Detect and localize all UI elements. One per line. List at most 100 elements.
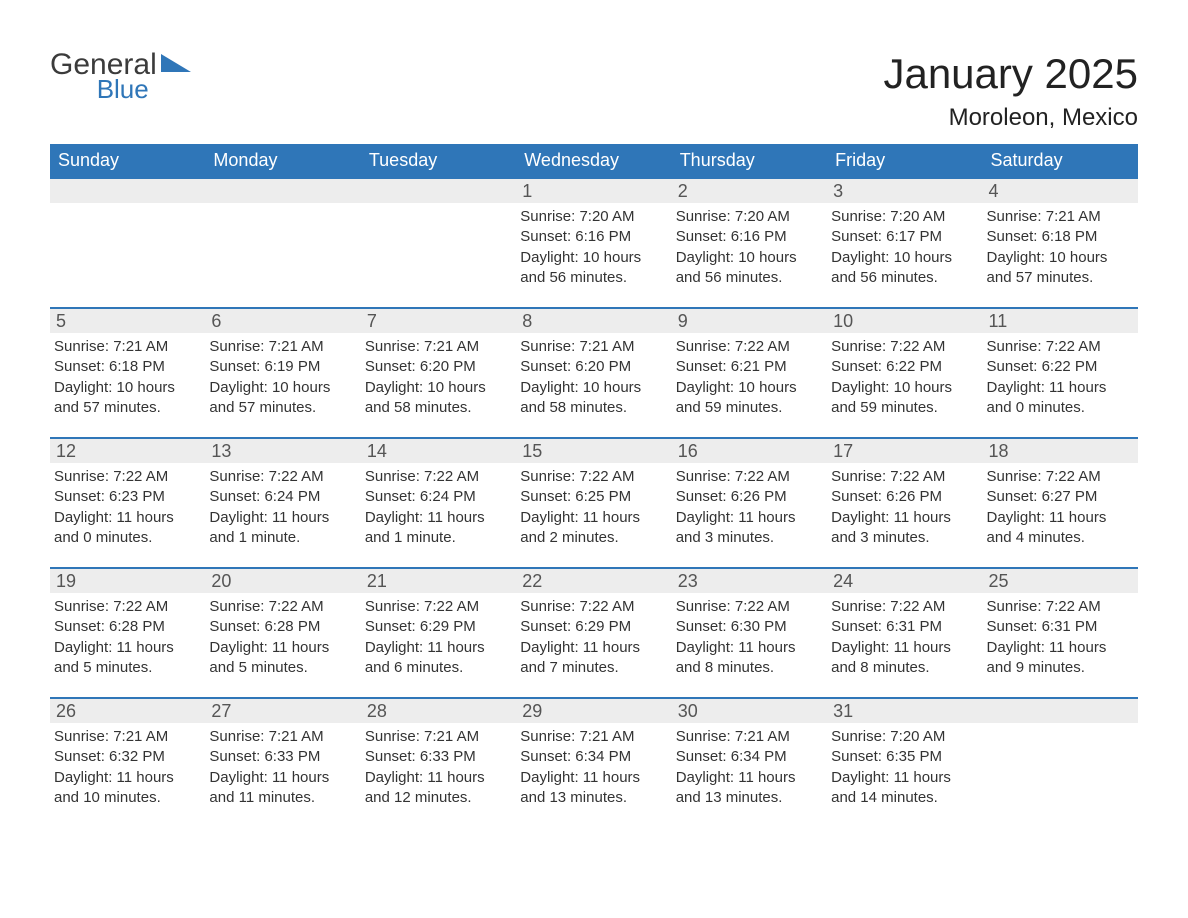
- dow-saturday: Saturday: [983, 144, 1138, 177]
- sunrise-text: Sunrise: 7:22 AM: [831, 597, 978, 617]
- sunrise-text: Sunrise: 7:20 AM: [831, 207, 978, 227]
- sunset-text: Sunset: 6:34 PM: [520, 747, 667, 767]
- day-number: [50, 179, 205, 203]
- daylight-text: Daylight: 10 hours and 58 minutes.: [520, 378, 667, 419]
- sunset-text: Sunset: 6:21 PM: [676, 357, 823, 377]
- day-body: Sunrise: 7:21 AMSunset: 6:33 PMDaylight:…: [205, 723, 360, 816]
- day-number: 16: [672, 439, 827, 463]
- day-cell: 27Sunrise: 7:21 AMSunset: 6:33 PMDayligh…: [205, 699, 360, 827]
- day-cell: 18Sunrise: 7:22 AMSunset: 6:27 PMDayligh…: [983, 439, 1138, 567]
- day-number: 15: [516, 439, 671, 463]
- week-row: 26Sunrise: 7:21 AMSunset: 6:32 PMDayligh…: [50, 697, 1138, 827]
- sunrise-text: Sunrise: 7:22 AM: [987, 467, 1134, 487]
- day-body: Sunrise: 7:21 AMSunset: 6:19 PMDaylight:…: [205, 333, 360, 426]
- day-body: [983, 723, 1138, 735]
- sunrise-text: Sunrise: 7:21 AM: [54, 337, 201, 357]
- day-number: 23: [672, 569, 827, 593]
- daylight-text: Daylight: 11 hours and 10 minutes.: [54, 768, 201, 809]
- day-body: Sunrise: 7:20 AMSunset: 6:35 PMDaylight:…: [827, 723, 982, 816]
- sunset-text: Sunset: 6:30 PM: [676, 617, 823, 637]
- sunrise-text: Sunrise: 7:21 AM: [520, 727, 667, 747]
- daylight-text: Daylight: 10 hours and 59 minutes.: [831, 378, 978, 419]
- day-cell: 28Sunrise: 7:21 AMSunset: 6:33 PMDayligh…: [361, 699, 516, 827]
- sunrise-text: Sunrise: 7:21 AM: [209, 337, 356, 357]
- day-body: Sunrise: 7:22 AMSunset: 6:27 PMDaylight:…: [983, 463, 1138, 556]
- day-cell: 10Sunrise: 7:22 AMSunset: 6:22 PMDayligh…: [827, 309, 982, 437]
- day-body: Sunrise: 7:21 AMSunset: 6:34 PMDaylight:…: [672, 723, 827, 816]
- day-number: 31: [827, 699, 982, 723]
- week-row: 5Sunrise: 7:21 AMSunset: 6:18 PMDaylight…: [50, 307, 1138, 437]
- day-cell: 7Sunrise: 7:21 AMSunset: 6:20 PMDaylight…: [361, 309, 516, 437]
- day-cell: 4Sunrise: 7:21 AMSunset: 6:18 PMDaylight…: [983, 179, 1138, 307]
- sunrise-text: Sunrise: 7:22 AM: [365, 597, 512, 617]
- sunset-text: Sunset: 6:18 PM: [54, 357, 201, 377]
- day-body: Sunrise: 7:20 AMSunset: 6:16 PMDaylight:…: [516, 203, 671, 296]
- daylight-text: Daylight: 11 hours and 13 minutes.: [520, 768, 667, 809]
- day-cell: 24Sunrise: 7:22 AMSunset: 6:31 PMDayligh…: [827, 569, 982, 697]
- day-number: 29: [516, 699, 671, 723]
- day-number: 13: [205, 439, 360, 463]
- day-number: 6: [205, 309, 360, 333]
- day-body: [50, 203, 205, 215]
- sunset-text: Sunset: 6:26 PM: [831, 487, 978, 507]
- day-number: 3: [827, 179, 982, 203]
- day-body: Sunrise: 7:22 AMSunset: 6:29 PMDaylight:…: [516, 593, 671, 686]
- daylight-text: Daylight: 11 hours and 5 minutes.: [54, 638, 201, 679]
- dow-wednesday: Wednesday: [516, 144, 671, 177]
- sunset-text: Sunset: 6:23 PM: [54, 487, 201, 507]
- sunrise-text: Sunrise: 7:22 AM: [209, 597, 356, 617]
- sunset-text: Sunset: 6:31 PM: [987, 617, 1134, 637]
- day-body: [205, 203, 360, 215]
- sunrise-text: Sunrise: 7:20 AM: [676, 207, 823, 227]
- daylight-text: Daylight: 11 hours and 11 minutes.: [209, 768, 356, 809]
- sunset-text: Sunset: 6:31 PM: [831, 617, 978, 637]
- sunrise-text: Sunrise: 7:22 AM: [209, 467, 356, 487]
- sunrise-text: Sunrise: 7:22 AM: [987, 337, 1134, 357]
- sunset-text: Sunset: 6:28 PM: [54, 617, 201, 637]
- day-number: 28: [361, 699, 516, 723]
- daylight-text: Daylight: 10 hours and 56 minutes.: [676, 248, 823, 289]
- sunset-text: Sunset: 6:29 PM: [520, 617, 667, 637]
- sunset-text: Sunset: 6:34 PM: [676, 747, 823, 767]
- daylight-text: Daylight: 11 hours and 7 minutes.: [520, 638, 667, 679]
- day-cell: 6Sunrise: 7:21 AMSunset: 6:19 PMDaylight…: [205, 309, 360, 437]
- day-number: 2: [672, 179, 827, 203]
- daylight-text: Daylight: 11 hours and 6 minutes.: [365, 638, 512, 679]
- sunset-text: Sunset: 6:18 PM: [987, 227, 1134, 247]
- sunrise-text: Sunrise: 7:22 AM: [676, 467, 823, 487]
- month-title: January 2025: [883, 50, 1138, 98]
- sunrise-text: Sunrise: 7:21 AM: [676, 727, 823, 747]
- header: General Blue January 2025 Moroleon, Mexi…: [50, 50, 1138, 132]
- day-number: [205, 179, 360, 203]
- daylight-text: Daylight: 11 hours and 3 minutes.: [676, 508, 823, 549]
- sunset-text: Sunset: 6:20 PM: [365, 357, 512, 377]
- sunset-text: Sunset: 6:33 PM: [209, 747, 356, 767]
- day-body: Sunrise: 7:22 AMSunset: 6:22 PMDaylight:…: [827, 333, 982, 426]
- day-cell: 25Sunrise: 7:22 AMSunset: 6:31 PMDayligh…: [983, 569, 1138, 697]
- dow-friday: Friday: [827, 144, 982, 177]
- day-body: Sunrise: 7:22 AMSunset: 6:31 PMDaylight:…: [827, 593, 982, 686]
- daylight-text: Daylight: 10 hours and 59 minutes.: [676, 378, 823, 419]
- day-number: 12: [50, 439, 205, 463]
- logo-flag-icon: [161, 54, 191, 72]
- daylight-text: Daylight: 11 hours and 9 minutes.: [987, 638, 1134, 679]
- sunrise-text: Sunrise: 7:22 AM: [987, 597, 1134, 617]
- sunrise-text: Sunrise: 7:21 AM: [520, 337, 667, 357]
- day-body: Sunrise: 7:22 AMSunset: 6:22 PMDaylight:…: [983, 333, 1138, 426]
- day-cell: 5Sunrise: 7:21 AMSunset: 6:18 PMDaylight…: [50, 309, 205, 437]
- sunset-text: Sunset: 6:27 PM: [987, 487, 1134, 507]
- day-body: Sunrise: 7:21 AMSunset: 6:18 PMDaylight:…: [983, 203, 1138, 296]
- dow-monday: Monday: [205, 144, 360, 177]
- day-body: Sunrise: 7:21 AMSunset: 6:32 PMDaylight:…: [50, 723, 205, 816]
- sunrise-text: Sunrise: 7:22 AM: [676, 597, 823, 617]
- day-number: 1: [516, 179, 671, 203]
- daylight-text: Daylight: 11 hours and 5 minutes.: [209, 638, 356, 679]
- daylight-text: Daylight: 11 hours and 12 minutes.: [365, 768, 512, 809]
- day-body: Sunrise: 7:21 AMSunset: 6:33 PMDaylight:…: [361, 723, 516, 816]
- day-body: Sunrise: 7:22 AMSunset: 6:24 PMDaylight:…: [205, 463, 360, 556]
- sunset-text: Sunset: 6:29 PM: [365, 617, 512, 637]
- weeks-container: 1Sunrise: 7:20 AMSunset: 6:16 PMDaylight…: [50, 177, 1138, 827]
- day-cell: 2Sunrise: 7:20 AMSunset: 6:16 PMDaylight…: [672, 179, 827, 307]
- daylight-text: Daylight: 11 hours and 8 minutes.: [676, 638, 823, 679]
- daylight-text: Daylight: 11 hours and 3 minutes.: [831, 508, 978, 549]
